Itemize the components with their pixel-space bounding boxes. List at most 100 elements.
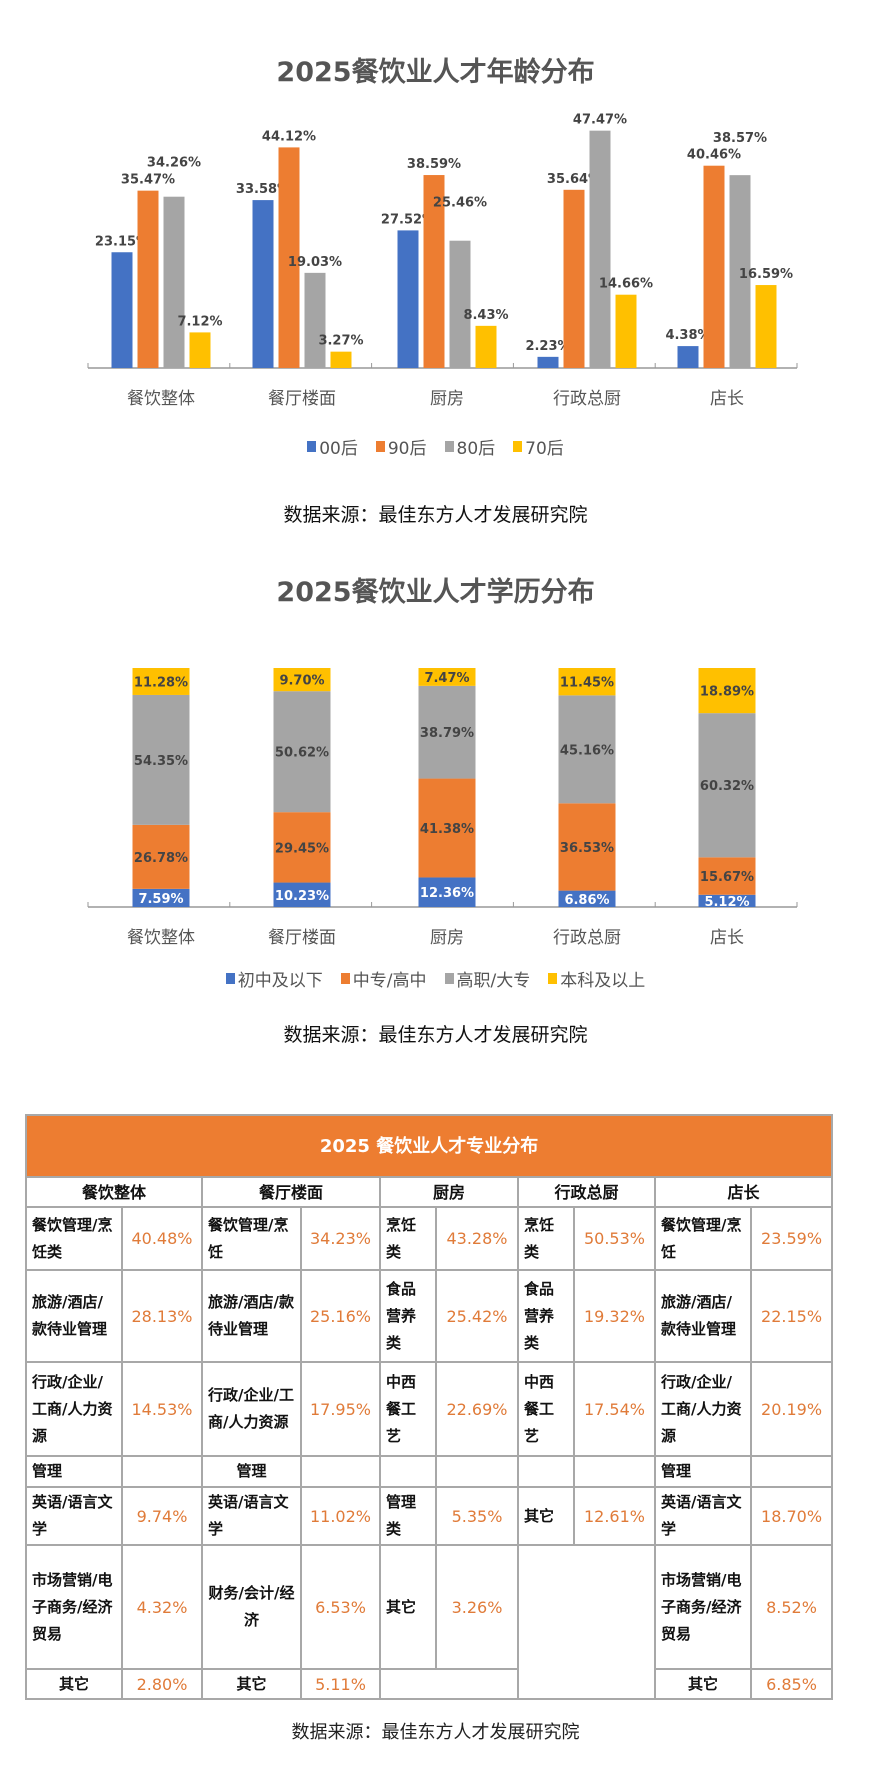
- col-header: 餐饮整体: [25, 1176, 203, 1208]
- major-percent: 23.59%: [749, 1206, 834, 1271]
- category-label: 行政总厨: [553, 389, 621, 409]
- legend-item: 初中及以下: [225, 966, 323, 991]
- major-percent: 12.61%: [573, 1486, 656, 1546]
- major-label: 其它: [25, 1668, 123, 1700]
- data-label: 41.38%: [420, 822, 474, 837]
- legend-swatch: [513, 441, 523, 452]
- data-label: 11.28%: [134, 675, 188, 690]
- major-percent: 6.53%: [300, 1544, 381, 1670]
- bar: [537, 356, 559, 368]
- data-label: 36.53%: [560, 841, 614, 856]
- legend-swatch: [340, 973, 350, 984]
- category-label: 餐厅楼面: [268, 389, 336, 409]
- bar: [475, 325, 497, 368]
- edu-chart: 7.59% 26.78% 54.35% 11.28% 餐饮整体 10.23% 29.45% 5…: [87, 668, 798, 948]
- major-label: 其它: [654, 1668, 752, 1700]
- data-label: 35.64%: [547, 172, 601, 187]
- age-chart-title: 2025餐饮业人才年龄分布: [276, 57, 595, 88]
- data-label: 60.32%: [700, 779, 754, 794]
- major-percent: 28.13%: [121, 1269, 203, 1363]
- data-label: 35.47%: [121, 173, 175, 188]
- major-label: 餐饮管理/烹饪类: [25, 1206, 123, 1271]
- bar: [755, 285, 777, 368]
- major-label: 旅游/酒店/款待业管理: [654, 1269, 752, 1363]
- bar-segment: [558, 695, 616, 804]
- age-chart: 23.15% 35.47% 34.26% 7.12% 餐饮整体 33.58% 44.12% 1…: [87, 113, 798, 409]
- data-label: 16.59%: [739, 267, 793, 282]
- data-label: 34.26%: [147, 156, 201, 171]
- data-label: 38.79%: [420, 726, 474, 741]
- legend-item: 70后: [513, 434, 564, 459]
- major-label: 英语/语言文学: [654, 1486, 752, 1546]
- table-title: 2025 餐饮业人才专业分布: [24, 1114, 834, 1178]
- bar-segment: [418, 668, 476, 686]
- bar-segment: [558, 803, 616, 891]
- table-row: 行政/企业/工商/人力资源 14.53% 行政/企业/工商/人力资源 17.95% 中西…: [25, 1361, 834, 1457]
- legend-item: 高职/大专: [444, 966, 530, 991]
- data-label: 26.78%: [134, 851, 188, 866]
- data-label: 19.03%: [288, 255, 342, 270]
- legend-swatch: [444, 441, 454, 452]
- bar: [278, 147, 300, 368]
- category-label: 厨房: [430, 928, 464, 948]
- major-label: 餐饮管理/烹饪: [654, 1206, 752, 1271]
- major-label: 食品营养类: [517, 1269, 575, 1363]
- legend-item: 00后: [307, 434, 358, 459]
- bar: [615, 294, 637, 368]
- legend-label: 00后: [319, 439, 358, 459]
- category-label: 店长: [710, 389, 744, 409]
- bar: [252, 200, 274, 368]
- bar-segment: [273, 812, 331, 883]
- major-label: 英语/语言文学: [25, 1486, 123, 1546]
- edu-chart-title: 2025餐饮业人才学历分布: [276, 577, 595, 608]
- table-row: 旅游/酒店/款待业管理 28.13% 旅游/酒店/款待业管理 25.16% 食品营养类 2…: [25, 1269, 834, 1363]
- table-source: 数据来源：最佳东方人才发展研究院: [291, 1722, 580, 1743]
- category-label: 餐饮整体: [127, 389, 195, 409]
- major-percent: 5.35%: [435, 1486, 519, 1546]
- legend-item: 80后: [444, 434, 496, 459]
- major-percent: 9.74%: [121, 1486, 203, 1546]
- major-distribution-table: 2025 餐饮业人才专业分布 餐饮整体 餐厅楼面 厨房 行政总厨 店长 餐饮管理…: [24, 1114, 834, 1700]
- bar-segment: [418, 877, 476, 907]
- data-label: 54.35%: [134, 754, 188, 769]
- major-percent: 18.70%: [749, 1486, 834, 1546]
- col-header: 餐厅楼面: [201, 1176, 381, 1208]
- legend-label: 初中及以下: [237, 971, 323, 991]
- data-label: 7.59%: [138, 892, 183, 907]
- major-percent: 22.69%: [435, 1361, 519, 1457]
- major-label: 行政/企业/工商/人力资源: [25, 1361, 123, 1457]
- legend-item: 中专/高中: [340, 966, 427, 991]
- table-row: 管理 管理 管理: [25, 1455, 834, 1488]
- legend-swatch: [548, 973, 558, 984]
- legend-label: 80后: [456, 439, 496, 459]
- legend-swatch: [375, 441, 385, 452]
- major-label: 烹饪类: [517, 1206, 575, 1271]
- major-percent: 3.26%: [435, 1544, 519, 1670]
- bar: [563, 189, 585, 368]
- bar: [137, 190, 159, 368]
- major-percent: 5.11%: [300, 1668, 381, 1700]
- major-percent: 19.32%: [573, 1269, 656, 1363]
- major-percent: 40.48%: [121, 1206, 203, 1271]
- data-label: 44.12%: [262, 129, 316, 144]
- category-label: 厨房: [430, 389, 464, 409]
- data-label: 18.89%: [700, 685, 754, 700]
- major-label: 管理类: [379, 1486, 437, 1546]
- bar-segment: [698, 894, 756, 907]
- bar: [423, 175, 445, 368]
- major-label: 旅游/酒店/款待业管理: [201, 1269, 302, 1363]
- data-label: 7.47%: [424, 671, 469, 686]
- major-label: 行政/企业/工商/人力资源: [654, 1361, 752, 1457]
- data-label: 25.46%: [433, 196, 487, 211]
- data-label: 15.67%: [700, 870, 754, 885]
- bar: [330, 351, 352, 368]
- bar-segment: [698, 857, 756, 895]
- bar-segment: [698, 668, 756, 714]
- data-label: 8.43%: [463, 308, 508, 323]
- major-percent: 25.42%: [435, 1269, 519, 1363]
- major-label: 中西餐工艺: [517, 1361, 575, 1457]
- data-label: 6.86%: [564, 893, 609, 908]
- major-percent: 8.52%: [749, 1544, 834, 1670]
- bar-segment: [273, 882, 331, 907]
